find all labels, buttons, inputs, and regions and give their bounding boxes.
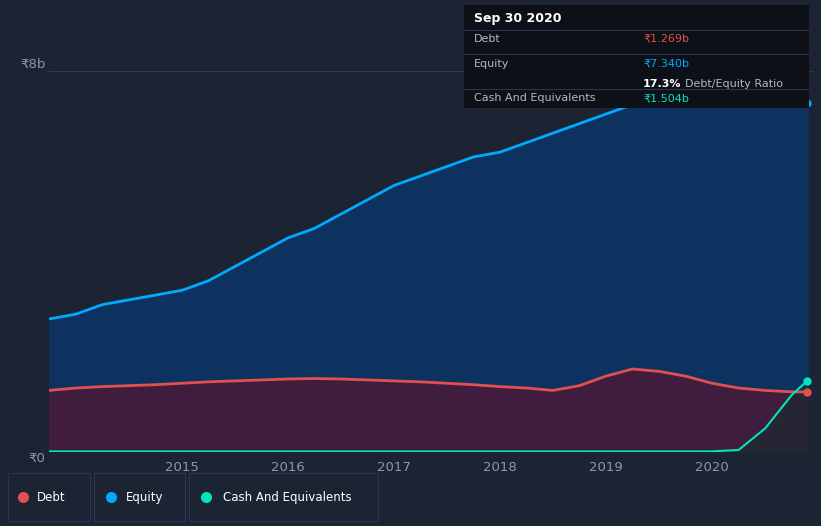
Text: ₹8b: ₹8b: [20, 58, 45, 71]
Text: Equity: Equity: [126, 491, 163, 503]
Text: 17.3%: 17.3%: [643, 79, 681, 89]
Text: ₹1.504b: ₹1.504b: [643, 94, 689, 104]
Text: Debt/Equity Ratio: Debt/Equity Ratio: [685, 79, 782, 89]
Text: ₹0: ₹0: [29, 452, 45, 466]
Text: Debt: Debt: [475, 34, 501, 44]
Text: Debt: Debt: [37, 491, 66, 503]
Text: Cash And Equivalents: Cash And Equivalents: [222, 491, 351, 503]
Text: ₹1.269b: ₹1.269b: [643, 34, 689, 44]
Text: ₹7.340b: ₹7.340b: [643, 58, 689, 68]
Text: Sep 30 2020: Sep 30 2020: [475, 13, 562, 25]
Text: Equity: Equity: [475, 58, 510, 68]
Text: Cash And Equivalents: Cash And Equivalents: [475, 94, 596, 104]
